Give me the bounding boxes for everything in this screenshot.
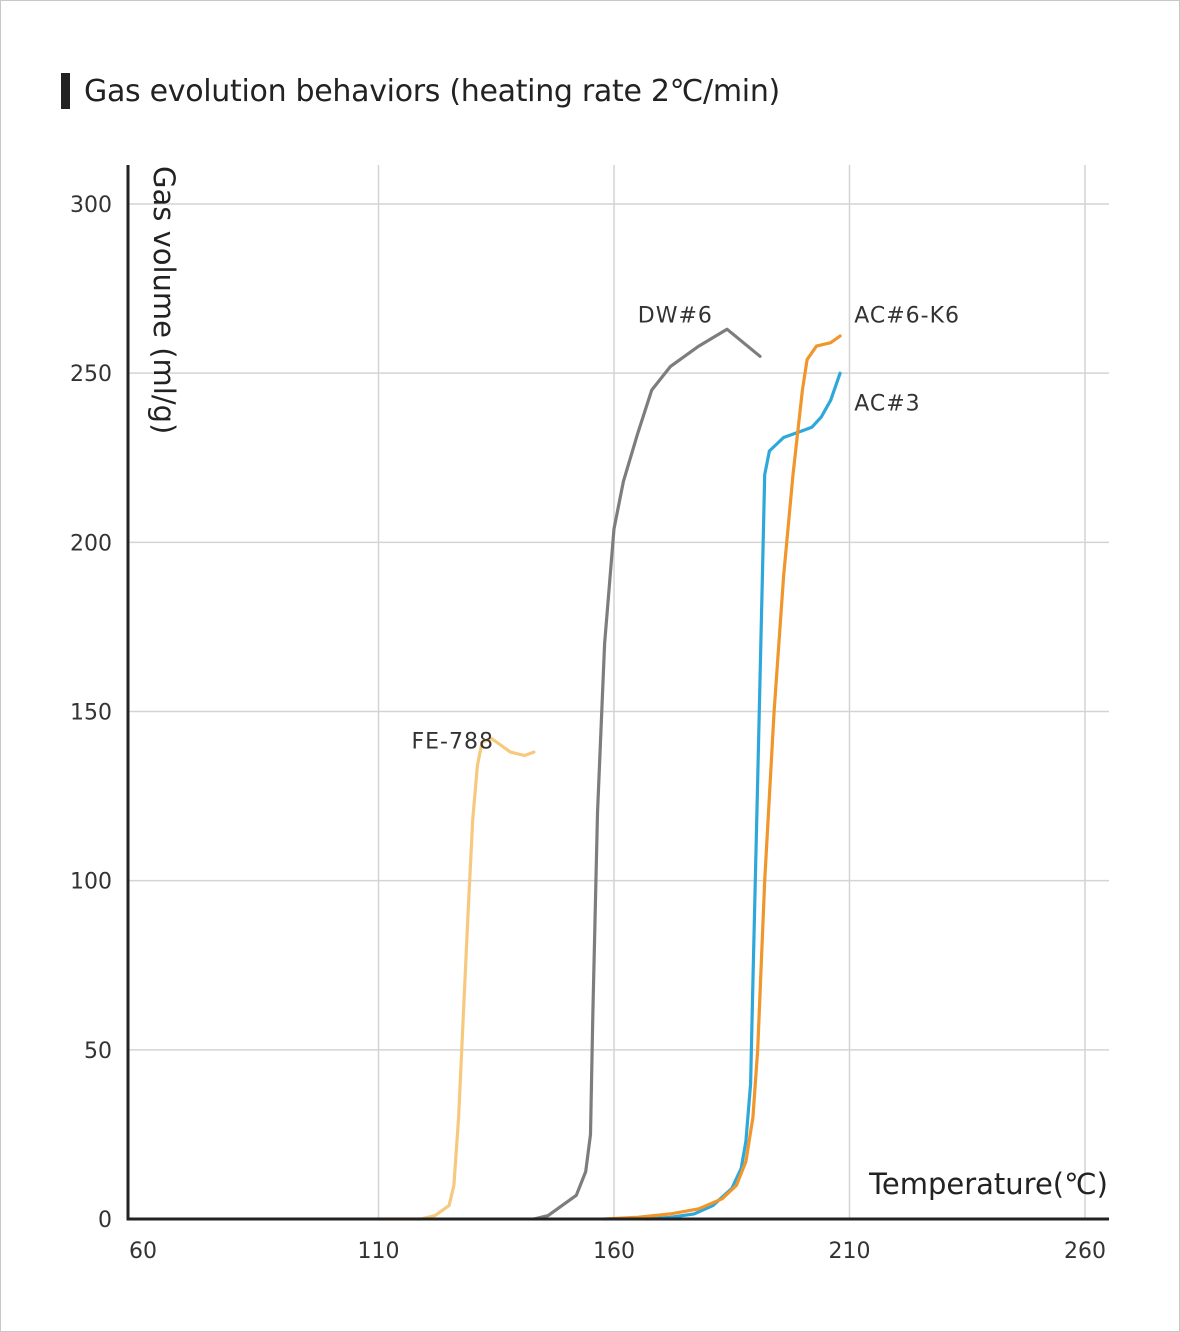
y-axis-label: Gas volume (ml/g) xyxy=(147,166,181,434)
series-label-dw-6: DW#6 xyxy=(638,303,713,328)
x-axis-label: Temperature(℃) xyxy=(868,1167,1108,1201)
y-tick-label: 150 xyxy=(70,701,112,726)
title-marker-bar xyxy=(61,73,70,109)
x-tick-label: 210 xyxy=(829,1239,871,1264)
series-label-ac-6-k6: AC#6-K6 xyxy=(854,303,960,328)
series-label-fe-788: FE-788 xyxy=(411,730,493,755)
y-tick-label: 100 xyxy=(70,870,112,895)
series-label-ac-3: AC#3 xyxy=(854,391,920,416)
x-tick-label: 60 xyxy=(129,1239,157,1264)
series-line-dw-6 xyxy=(532,327,762,1221)
series-line-ac-3 xyxy=(645,371,842,1221)
y-tick-label: 300 xyxy=(70,193,112,218)
x-tick-label: 110 xyxy=(358,1239,400,1264)
y-tick-label: 50 xyxy=(84,1039,112,1064)
x-tick-label: 160 xyxy=(593,1239,635,1264)
y-tick-label: 250 xyxy=(70,362,112,387)
chart-title-block: Gas evolution behaviors (heating rate 2℃… xyxy=(61,72,780,110)
series-line-ac-6-k6 xyxy=(603,334,842,1221)
y-tick-label: 0 xyxy=(98,1208,112,1233)
chart-title: Gas evolution behaviors (heating rate 2℃… xyxy=(84,73,780,109)
y-tick-label: 200 xyxy=(70,531,112,556)
series-line-fe-788 xyxy=(376,737,536,1221)
x-tick-label: 260 xyxy=(1064,1239,1106,1264)
